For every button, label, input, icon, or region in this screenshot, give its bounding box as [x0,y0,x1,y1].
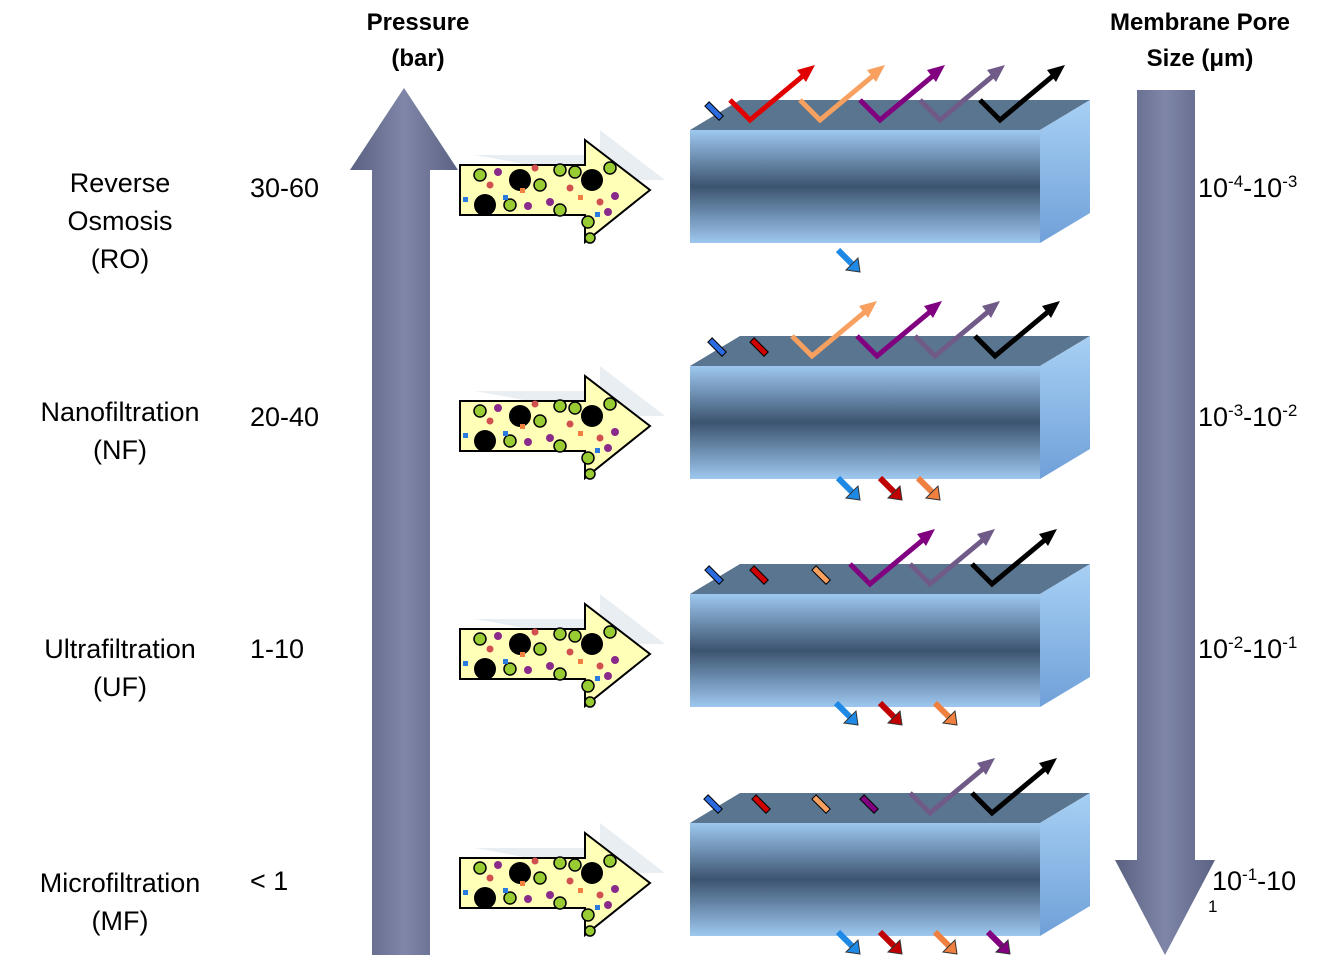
base: 10 [1212,866,1242,896]
pressure-value: 20-40 [250,402,319,432]
process-name: (NF) [93,435,147,465]
process-name: Microfiltration [40,868,201,898]
pressure-value: 1-10 [250,634,304,664]
base: 10 [1198,173,1228,203]
exponent: -4 [1228,172,1243,191]
base: -10 [1257,866,1296,896]
exponent: -3 [1282,172,1297,191]
pore-size-value: 10-4-10-3 [1198,172,1297,203]
base: -10 [1243,634,1282,664]
pressure-value: 30-60 [250,173,319,203]
base: 10 [1198,402,1228,432]
pore-size-wrap: 1 [1208,897,1217,916]
base: -10 [1243,402,1282,432]
row-uf [460,529,1090,725]
base: 10 [1198,634,1228,664]
exponent: -3 [1228,401,1243,420]
exponent: -1 [1282,633,1297,652]
process-name: (MF) [92,906,149,936]
process-name: Ultrafiltration [44,634,196,664]
exponent: -2 [1228,633,1243,652]
base: -10 [1243,173,1282,203]
exponent: -1 [1242,865,1257,884]
exponent: -2 [1282,401,1297,420]
process-name: Osmosis [67,206,172,236]
header-label: Pressure [367,9,470,36]
pore-size-value: 10-1-10 [1212,865,1296,896]
pore-size-value: 10-3-10-2 [1198,401,1297,432]
pressure-value: < 1 [250,866,288,896]
process-name: Reverse [70,168,171,198]
row-ro [460,65,1090,272]
row-nf [460,301,1090,500]
header-label: Size (μm) [1147,45,1254,72]
process-name: (RO) [91,244,149,274]
header-label: Membrane Pore [1110,9,1290,36]
pore-size-value: 10-2-10-1 [1198,633,1297,664]
pressure-arrow [350,88,458,955]
process-name: Nanofiltration [40,397,199,427]
diagram: Pressure (bar) Membrane Pore Size (μm) Rever… [0,0,1334,965]
row-mf [460,758,1090,954]
process-name: (UF) [93,672,147,702]
header-label: (bar) [391,45,444,72]
pore-size-arrow [1115,90,1215,955]
